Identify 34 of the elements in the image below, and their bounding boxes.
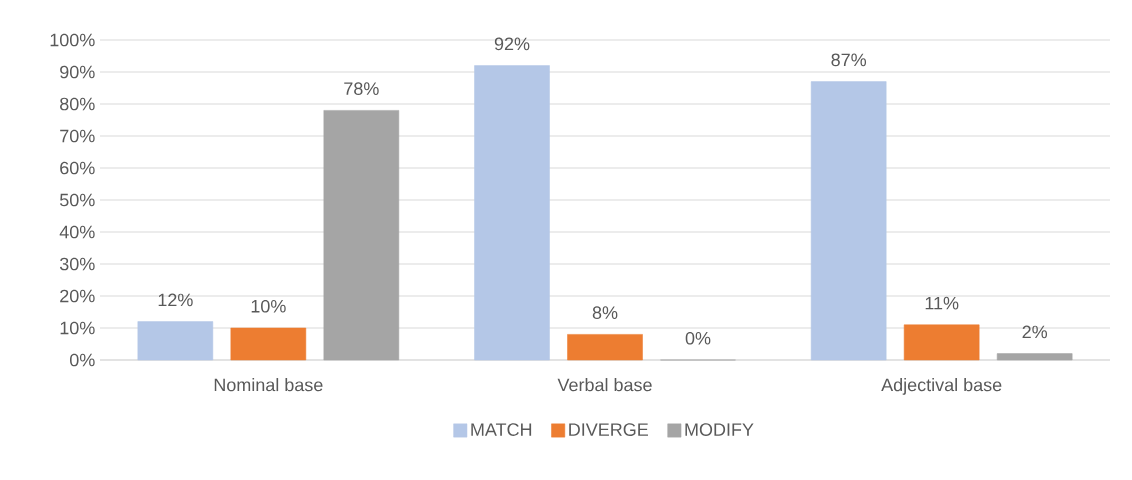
data-label: 78% xyxy=(344,82,379,96)
bar xyxy=(903,324,980,361)
data-label: 8% xyxy=(592,306,618,320)
data-label: 2% xyxy=(1022,325,1048,339)
y-tick-label: 80% xyxy=(60,97,95,111)
y-tick-label: 10% xyxy=(60,321,95,335)
x-tick-label: Nominal base xyxy=(214,378,323,392)
bar xyxy=(230,327,307,361)
data-label: 11% xyxy=(925,296,959,310)
data-label: 87% xyxy=(831,53,867,67)
x-tick-label: Verbal base xyxy=(557,378,652,392)
y-tick-label: 100% xyxy=(50,33,95,47)
bar xyxy=(996,353,1073,361)
data-label: 10% xyxy=(251,299,286,313)
bar xyxy=(137,321,214,361)
y-tick-label: 30% xyxy=(59,257,95,271)
y-tick-label: 50% xyxy=(59,193,95,207)
x-tick-label: Adjectival base xyxy=(881,378,1002,395)
y-tick-label: 40% xyxy=(59,225,95,239)
y-tick-label: 70% xyxy=(60,129,95,143)
legend-label: MODIFY xyxy=(685,423,754,436)
y-tick-label: 20% xyxy=(60,289,95,303)
bar xyxy=(474,65,550,361)
bar xyxy=(810,81,887,361)
y-tick-label: 0% xyxy=(69,353,95,367)
y-tick-label: 90% xyxy=(60,65,95,79)
y-tick-label: 60% xyxy=(60,161,95,175)
data-label: 12% xyxy=(158,293,193,307)
data-label: 92% xyxy=(494,37,530,51)
bar xyxy=(567,334,643,361)
legend-label: DIVERGE xyxy=(569,423,648,436)
data-label: 0% xyxy=(685,331,711,345)
legend-label: MATCH xyxy=(471,423,532,436)
bar xyxy=(323,110,400,361)
